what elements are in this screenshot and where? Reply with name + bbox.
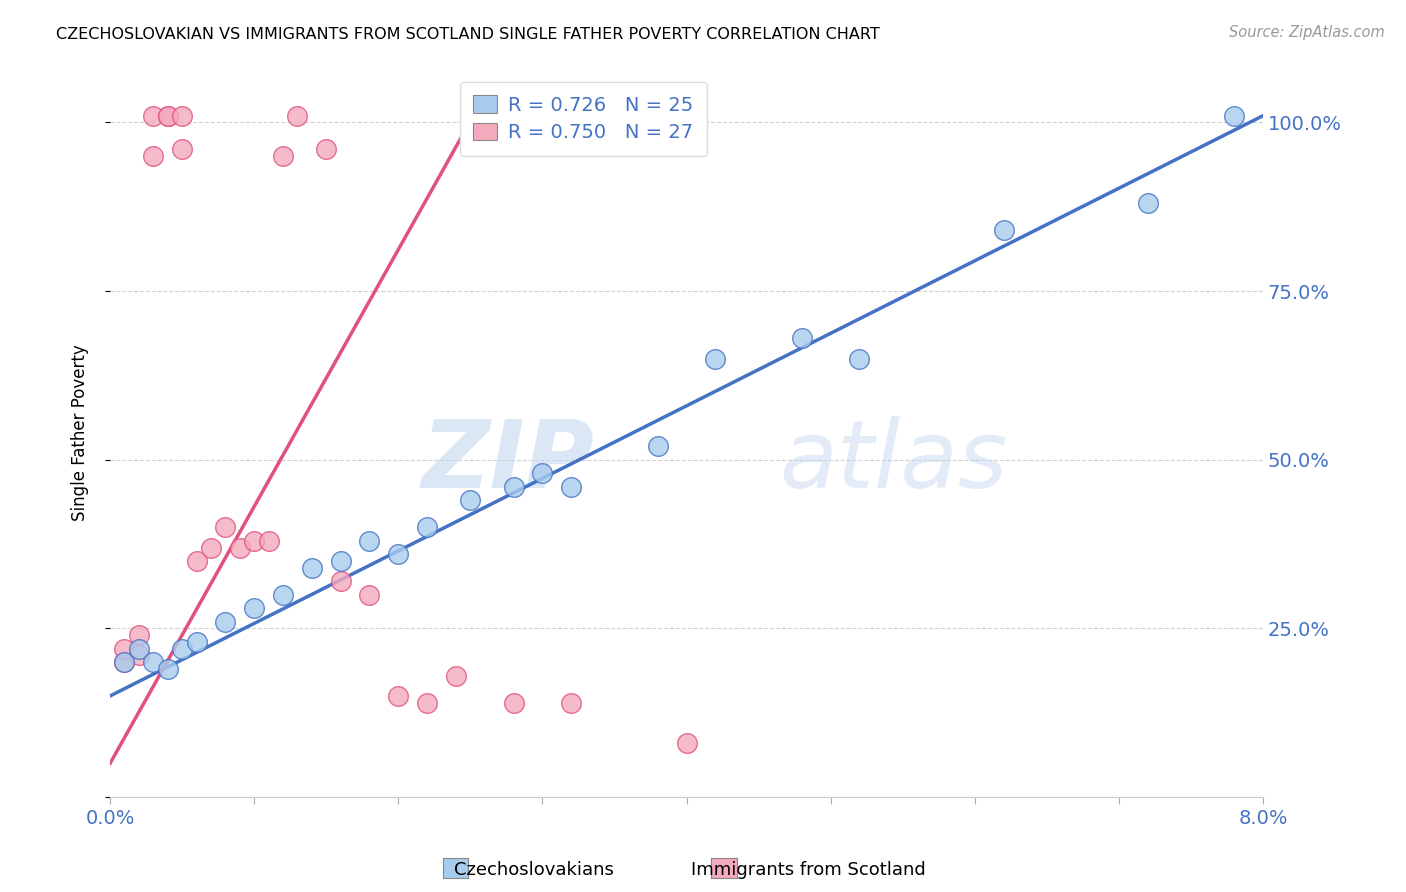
Point	[186, 635, 208, 649]
Point	[243, 533, 266, 548]
Point	[359, 533, 381, 548]
Point	[848, 351, 870, 366]
Point	[142, 109, 165, 123]
Text: Immigrants from Scotland: Immigrants from Scotland	[692, 861, 925, 879]
Point	[243, 601, 266, 615]
Point	[790, 331, 813, 345]
Legend: R = 0.726   N = 25, R = 0.750   N = 27: R = 0.726 N = 25, R = 0.750 N = 27	[460, 82, 707, 155]
Point	[156, 109, 179, 123]
Point	[460, 493, 482, 508]
Point	[257, 533, 280, 548]
Point	[114, 655, 136, 669]
Point	[704, 351, 727, 366]
Point	[359, 588, 381, 602]
Point	[444, 669, 467, 683]
Point	[387, 547, 409, 561]
Point	[271, 149, 294, 163]
Text: Source: ZipAtlas.com: Source: ZipAtlas.com	[1229, 25, 1385, 40]
Point	[502, 480, 524, 494]
Point	[675, 736, 697, 750]
Text: atlas: atlas	[779, 417, 1007, 508]
Point	[214, 615, 236, 629]
Text: ZIP: ZIP	[422, 416, 595, 508]
Point	[128, 648, 150, 663]
Point	[993, 223, 1015, 237]
Point	[560, 696, 582, 710]
Point	[416, 520, 439, 534]
Point	[387, 689, 409, 703]
Point	[416, 696, 439, 710]
Point	[329, 554, 352, 568]
Point	[315, 143, 337, 157]
Point	[114, 655, 136, 669]
Point	[172, 109, 194, 123]
Point	[329, 574, 352, 589]
Point	[156, 109, 179, 123]
Point	[1223, 109, 1246, 123]
Text: CZECHOSLOVAKIAN VS IMMIGRANTS FROM SCOTLAND SINGLE FATHER POVERTY CORRELATION CH: CZECHOSLOVAKIAN VS IMMIGRANTS FROM SCOTL…	[56, 27, 880, 42]
Point	[114, 641, 136, 656]
Point	[229, 541, 252, 555]
Text: Czechoslovakians: Czechoslovakians	[454, 861, 614, 879]
Point	[142, 149, 165, 163]
Point	[142, 655, 165, 669]
Point	[301, 560, 323, 574]
Point	[128, 641, 150, 656]
Point	[287, 109, 309, 123]
Point	[172, 143, 194, 157]
Point	[502, 696, 524, 710]
Point	[531, 467, 554, 481]
Point	[647, 439, 669, 453]
Y-axis label: Single Father Poverty: Single Father Poverty	[72, 344, 89, 521]
Point	[200, 541, 222, 555]
Point	[172, 641, 194, 656]
Point	[186, 554, 208, 568]
Point	[271, 588, 294, 602]
Point	[214, 520, 236, 534]
Point	[156, 662, 179, 676]
Point	[560, 480, 582, 494]
Point	[128, 628, 150, 642]
Point	[1136, 196, 1159, 211]
